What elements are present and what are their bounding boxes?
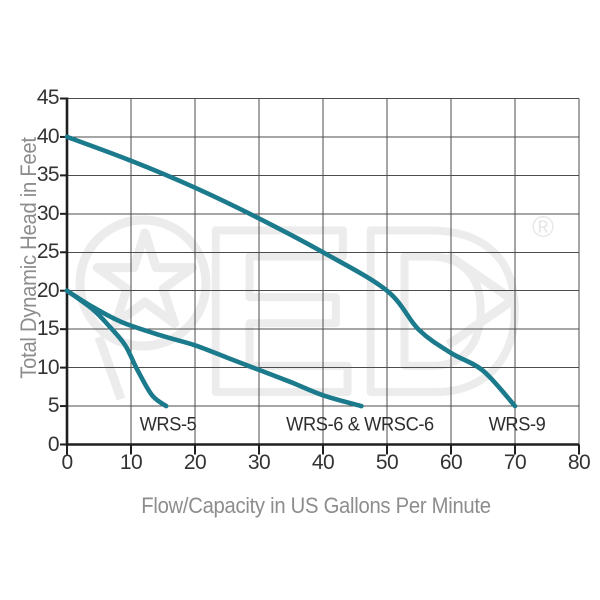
axes <box>60 97 580 455</box>
watermark-p-ring <box>75 215 211 351</box>
registered-trademark-icon: ® <box>532 211 554 244</box>
pump-curves <box>64 134 518 409</box>
curve-wrs-9 <box>64 134 518 409</box>
watermark-star-icon <box>92 228 198 328</box>
watermark-letter-e: E <box>200 179 357 442</box>
grid-lines <box>66 97 580 445</box>
ped-watermark: E D ® <box>75 175 554 446</box>
curve-wrs-6-wrsc-6 <box>64 288 364 409</box>
watermark-arrow-icon <box>445 251 518 349</box>
